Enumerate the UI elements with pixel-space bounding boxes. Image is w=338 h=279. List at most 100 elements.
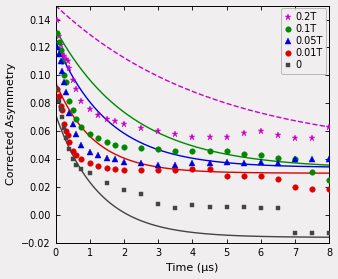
- 0.01T: [173, 169, 177, 172]
- 0.2T: [310, 137, 314, 140]
- 0.1T: [67, 99, 71, 102]
- 0: [225, 205, 229, 208]
- 0: [105, 181, 109, 185]
- 0.05T: [74, 133, 78, 136]
- 0.2T: [62, 54, 66, 57]
- 0.2T: [66, 60, 70, 63]
- 0.1T: [225, 149, 229, 153]
- 0: [55, 88, 59, 91]
- 0: [156, 202, 160, 206]
- 0.2T: [55, 18, 59, 21]
- 0.05T: [62, 81, 66, 84]
- 0.01T: [328, 187, 332, 190]
- 0.01T: [59, 104, 63, 108]
- 0.05T: [67, 111, 71, 115]
- 0.01T: [71, 149, 75, 153]
- 0.2T: [122, 122, 126, 126]
- 0: [328, 232, 332, 235]
- 0.2T: [293, 137, 297, 140]
- 0.05T: [88, 151, 92, 154]
- 0.2T: [67, 67, 71, 70]
- 0.2T: [79, 99, 83, 102]
- 0.05T: [328, 158, 332, 161]
- 0: [79, 167, 83, 171]
- Line: 0.05T: 0.05T: [54, 45, 332, 168]
- 0.05T: [276, 162, 280, 165]
- 0.2T: [64, 57, 68, 60]
- X-axis label: Time (μs): Time (μs): [166, 263, 219, 273]
- 0.01T: [139, 169, 143, 172]
- Legend: 0.2T, 0.1T, 0.05T, 0.01T, 0: 0.2T, 0.1T, 0.05T, 0.01T, 0: [281, 8, 327, 74]
- 0: [62, 127, 66, 130]
- 0.01T: [64, 130, 68, 133]
- 0.01T: [57, 95, 61, 98]
- 0.05T: [61, 69, 65, 73]
- 0.1T: [276, 156, 280, 160]
- 0.1T: [105, 141, 109, 144]
- 0.01T: [105, 166, 109, 169]
- 0: [276, 206, 280, 210]
- 0.1T: [208, 149, 212, 153]
- 0.2T: [96, 113, 100, 116]
- 0.01T: [67, 141, 71, 144]
- 0.2T: [61, 53, 65, 56]
- 0.01T: [156, 169, 160, 172]
- 0.2T: [105, 117, 109, 120]
- 0.2T: [88, 107, 92, 110]
- 0.05T: [242, 162, 246, 165]
- 0: [208, 205, 212, 208]
- 0.1T: [74, 117, 78, 120]
- 0.1T: [88, 133, 92, 136]
- 0: [190, 204, 194, 207]
- 0.2T: [328, 126, 332, 129]
- 0: [64, 137, 68, 140]
- 0.1T: [71, 109, 75, 112]
- 0: [67, 148, 71, 151]
- 0.2T: [190, 135, 194, 139]
- 0.1T: [55, 32, 59, 35]
- 0.01T: [190, 167, 194, 171]
- 0.1T: [79, 126, 83, 129]
- 0.01T: [66, 134, 70, 137]
- 0.05T: [79, 144, 83, 147]
- 0.05T: [122, 160, 126, 164]
- 0.05T: [190, 162, 194, 165]
- 0.05T: [259, 160, 263, 164]
- 0.1T: [59, 49, 63, 52]
- 0.05T: [59, 60, 63, 63]
- 0.05T: [310, 158, 314, 161]
- 0.01T: [293, 186, 297, 189]
- Line: 0.2T: 0.2T: [54, 16, 333, 141]
- 0.05T: [114, 158, 118, 161]
- 0.2T: [225, 135, 229, 139]
- 0.05T: [71, 122, 75, 126]
- 0: [293, 232, 297, 235]
- 0.01T: [242, 174, 246, 178]
- 0: [310, 232, 314, 235]
- 0: [122, 188, 126, 192]
- 0.01T: [96, 165, 100, 168]
- 0: [59, 107, 63, 110]
- 0.01T: [88, 162, 92, 165]
- 0.05T: [64, 90, 68, 94]
- 0.05T: [225, 160, 229, 164]
- 0.2T: [173, 133, 177, 136]
- 0.05T: [57, 53, 61, 56]
- 0.1T: [61, 60, 65, 63]
- Y-axis label: Corrected Asymmetry: Corrected Asymmetry: [5, 63, 16, 186]
- 0.05T: [105, 156, 109, 160]
- 0.1T: [173, 149, 177, 153]
- 0: [57, 99, 61, 102]
- 0.2T: [59, 43, 63, 46]
- 0: [242, 205, 246, 208]
- 0.01T: [225, 174, 229, 178]
- 0.1T: [259, 153, 263, 157]
- Line: 0.1T: 0.1T: [54, 31, 332, 183]
- 0.1T: [190, 149, 194, 153]
- 0: [74, 163, 78, 167]
- 0.05T: [55, 46, 59, 49]
- 0.2T: [156, 130, 160, 133]
- 0.1T: [64, 81, 68, 84]
- 0.1T: [328, 179, 332, 182]
- 0.01T: [55, 88, 59, 91]
